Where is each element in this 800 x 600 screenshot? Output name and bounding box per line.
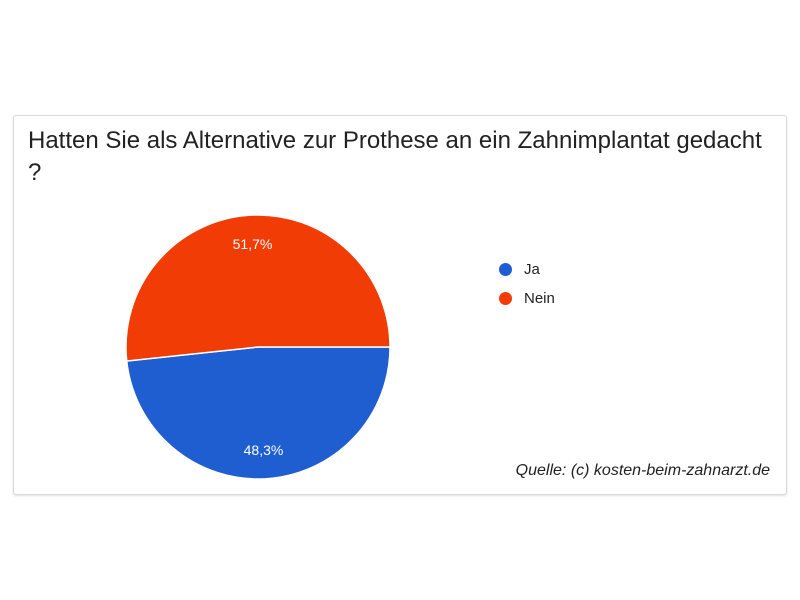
legend-label-ja: Ja [524, 261, 540, 278]
source-note: Quelle: (c) kosten-beim-zahnarzt.de [515, 462, 770, 479]
legend-label-nein: Nein [524, 290, 555, 307]
chart-title: Hatten Sie als Alternative zur Prothese … [28, 127, 762, 186]
chart-card: Hatten Sie als Alternative zur Prothese … [13, 115, 787, 495]
legend-marker-nein [499, 292, 512, 305]
legend-marker-ja [499, 263, 512, 276]
legend-item-ja: Ja [499, 255, 555, 284]
slice-label-ja: 48,3% [244, 442, 284, 458]
pie-slice-ja [125, 346, 391, 480]
legend: Ja Nein [499, 255, 555, 313]
slice-label-nein: 51,7% [233, 236, 273, 252]
legend-item-nein: Nein [499, 284, 555, 313]
pie-slice-nein [125, 214, 391, 362]
pie-chart: 48,3% 51,7% [125, 214, 391, 480]
